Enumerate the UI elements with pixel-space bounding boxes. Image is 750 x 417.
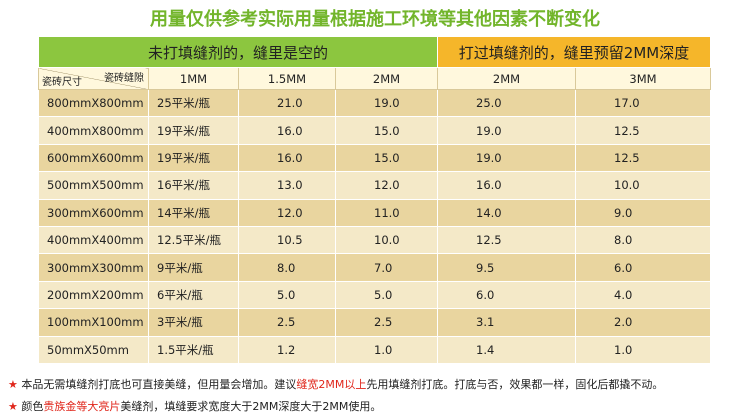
- note-text: 美缝剂，填缝要求宽度大于2MM深度大于2MM使用。: [120, 400, 382, 413]
- cell: 1.2: [238, 335, 336, 364]
- cell: 12.5: [575, 116, 712, 145]
- cell: 6平米/瓶: [148, 280, 239, 310]
- note-text: 本品无需填缝剂打底也可直接美缝，但用量会增加。建议: [21, 378, 297, 391]
- corner-top: 瓷砖缝隙: [104, 73, 144, 84]
- cell: 6.0: [437, 280, 577, 310]
- cell: 15.0: [334, 143, 439, 173]
- cell: 5.0: [238, 280, 336, 310]
- cell: 2.0: [575, 308, 712, 337]
- column-header: 3MM: [575, 67, 712, 90]
- row-header: 300mmX300mm: [38, 253, 149, 282]
- cell: 16.0: [437, 171, 577, 200]
- cell: 9.0: [575, 198, 712, 227]
- cell: 19.0: [334, 88, 439, 118]
- cell: 2.5: [334, 308, 439, 337]
- note: ★ 颜色贵族金等大亮片美缝剂，填缝要求宽度大于2MM深度大于2MM使用。: [8, 400, 382, 413]
- cell: 5.0: [334, 280, 439, 310]
- cell: 4.0: [575, 280, 712, 310]
- row-header: 500mmX500mm: [38, 171, 149, 200]
- column-header: 2MM: [437, 67, 577, 90]
- row-header: 100mmX100mm: [38, 308, 149, 337]
- cell: 16.0: [238, 116, 336, 145]
- group-header: 未打填缝剂的，缝里是空的: [37, 36, 439, 68]
- title: 用量仅供参考实际用量根据施工环境等其他因素不断变化: [150, 9, 600, 30]
- cell: 16.0: [238, 143, 336, 173]
- table-row: 100mmX100mm 3平米/瓶 2.5 2.5 3.1 2.0: [38, 308, 712, 337]
- cell: 12.0: [334, 171, 439, 200]
- cell: 12.5: [437, 225, 577, 255]
- table-row: 300mmX300mm 9平米/瓶 8.0 7.0 9.5 6.0: [38, 253, 712, 282]
- cell: 12.5: [575, 143, 712, 173]
- cell: 21.0: [238, 88, 336, 118]
- cell: 8.0: [575, 225, 712, 255]
- cell: 3.1: [437, 308, 577, 337]
- table-row: 300mmX600mm 14平米/瓶 12.0 11.0 14.0 9.0: [38, 198, 712, 227]
- cell: 11.0: [334, 198, 439, 227]
- note-text: 先用填缝剂打底。打底与否，效果都一样，固化后都撬不动。: [366, 378, 664, 391]
- cell: 19.0: [437, 116, 577, 145]
- table-row: 400mmX800mm 19平米/瓶 16.0 15.0 19.0 12.5: [38, 116, 712, 145]
- column-header: 1MM: [148, 67, 239, 90]
- row-header: 800mmX800mm: [38, 88, 149, 118]
- cell: 2.5: [238, 308, 336, 337]
- table-row: 600mmX600mm 19平米/瓶 16.0 15.0 19.0 12.5: [38, 143, 712, 173]
- usage-table: 未打填缝剂的，缝里是空的 打过填缝剂的，缝里预留2MM深度 瓷砖缝隙 瓷砖尺寸 1…: [37, 36, 712, 364]
- cell: 3平米/瓶: [148, 308, 239, 337]
- cell: 25平米/瓶: [148, 88, 239, 118]
- cell: 19平米/瓶: [148, 116, 239, 145]
- cell: 10.0: [334, 225, 439, 255]
- cell: 17.0: [575, 88, 712, 118]
- cell: 9平米/瓶: [148, 253, 239, 282]
- cell: 10.0: [575, 171, 712, 200]
- cell: 13.0: [238, 171, 336, 200]
- row-header: 600mmX600mm: [38, 143, 149, 173]
- cell: 12.5平米/瓶: [148, 225, 239, 255]
- note: ★ 本品无需填缝剂打底也可直接美缝，但用量会增加。建议缝宽2MM以上先用填缝剂打…: [8, 378, 664, 391]
- table-row: 800mmX800mm 25平米/瓶 21.0 19.0 25.0 17.0: [38, 88, 712, 118]
- cell: 19.0: [437, 143, 577, 173]
- cell: 19平米/瓶: [148, 143, 239, 173]
- cell: 1.4: [437, 335, 577, 364]
- cell: 14.0: [437, 198, 577, 227]
- cell: 12.0: [238, 198, 336, 227]
- note-highlight: 贵族金等大亮片: [43, 400, 121, 413]
- cell: 1.0: [334, 335, 439, 364]
- note-text: 颜色: [21, 400, 44, 413]
- column-header: 2MM: [334, 67, 439, 90]
- table-row: 50mmX50mm 1.5平米/瓶 1.2 1.0 1.4 1.0: [38, 335, 712, 364]
- cell: 1.0: [575, 335, 712, 364]
- cell: 9.5: [437, 253, 577, 282]
- cell: 14平米/瓶: [148, 198, 239, 227]
- row-header: 200mmX200mm: [38, 280, 149, 310]
- table-row: 400mmX400mm 12.5平米/瓶 10.5 10.0 12.5 8.0: [38, 225, 712, 255]
- group-header: 打过填缝剂的，缝里预留2MM深度: [437, 36, 712, 68]
- column-header: 1.5MM: [238, 67, 336, 90]
- table-row: 500mmX500mm 16平米/瓶 13.0 12.0 16.0 10.0: [38, 171, 712, 200]
- cell: 7.0: [334, 253, 439, 282]
- cell: 25.0: [437, 88, 577, 118]
- row-header: 400mmX800mm: [38, 116, 149, 145]
- row-header: 400mmX400mm: [38, 225, 149, 255]
- corner-cell: 瓷砖缝隙 瓷砖尺寸: [38, 67, 149, 90]
- cell: 1.5平米/瓶: [148, 335, 239, 364]
- row-header: 50mmX50mm: [38, 335, 149, 364]
- table-row: 200mmX200mm 6平米/瓶 5.0 5.0 6.0 4.0: [38, 280, 712, 310]
- row-header: 300mmX600mm: [38, 198, 149, 227]
- cell: 6.0: [575, 253, 712, 282]
- note-highlight: 缝宽2MM以上: [296, 378, 367, 391]
- cell: 10.5: [238, 225, 336, 255]
- cell: 8.0: [238, 253, 336, 282]
- cell: 15.0: [334, 116, 439, 145]
- cell: 16平米/瓶: [148, 171, 239, 200]
- corner-bottom: 瓷砖尺寸: [42, 77, 82, 88]
